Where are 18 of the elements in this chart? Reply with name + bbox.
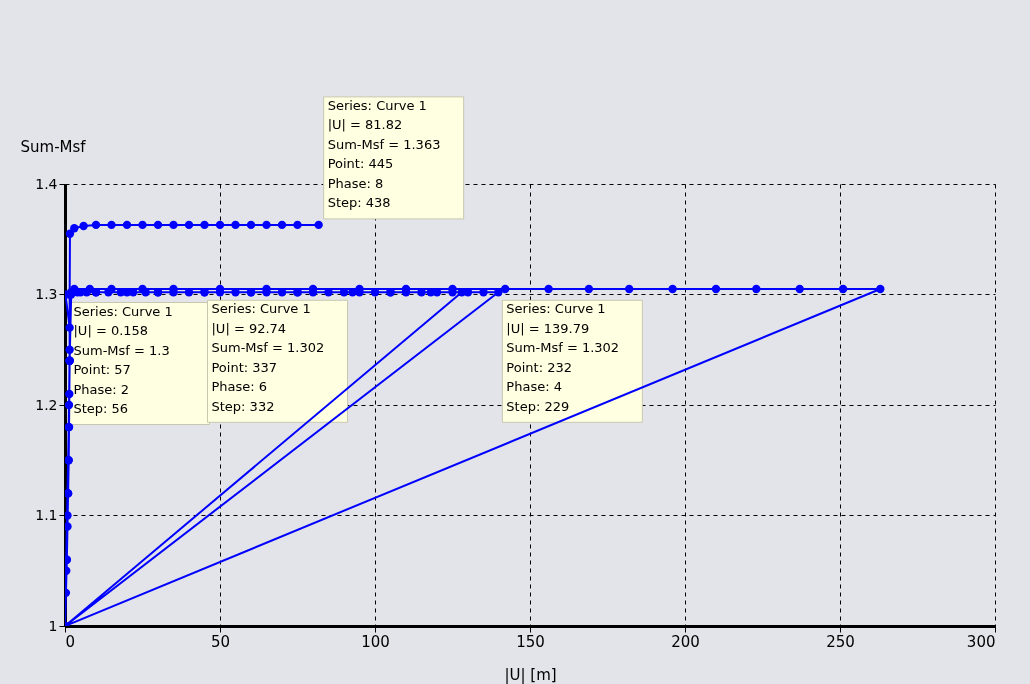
y-tick-label: 1 (48, 617, 58, 634)
annotation: Series: Curve 1 |U| = 139.79 Sum-Msf = 1.302 Point: 232 Phase: 4 Step: 229 (506, 301, 620, 414)
y-tick-label: 1.4 (35, 175, 58, 192)
x-tick-label: 150 (516, 632, 545, 651)
x-tick-label: 300 (966, 632, 996, 651)
y-tick-label: 1.1 (35, 507, 58, 523)
y-tick-label: 1.3 (35, 286, 58, 302)
annotation: Series: Curve 1 |U| = 92.74 Sum-Msf = 1.302 Point: 337 Phase: 6 Step: 332 (211, 301, 325, 414)
y-tick-label: 1.2 (35, 396, 58, 413)
x-tick-label: 0 (65, 632, 76, 651)
x-tick-label: 50 (210, 632, 231, 651)
x-tick-label: 250 (826, 632, 855, 651)
annotation: Series: Curve 1 |U| = 81.82 Sum-Msf = 1.363 Point: 445 Phase: 8 Step: 438 (327, 97, 441, 211)
x-tick-label: 200 (671, 632, 700, 651)
x-axis-title: |U| [m] (504, 665, 557, 684)
y-axis-title: Sum-Msf (20, 137, 87, 156)
x-tick-label: 100 (361, 632, 390, 651)
annotation: Series: Curve 1 |U| = 0.158 Sum-Msf = 1.3 Point: 57 Phase: 2 Step: 56 (73, 303, 173, 416)
